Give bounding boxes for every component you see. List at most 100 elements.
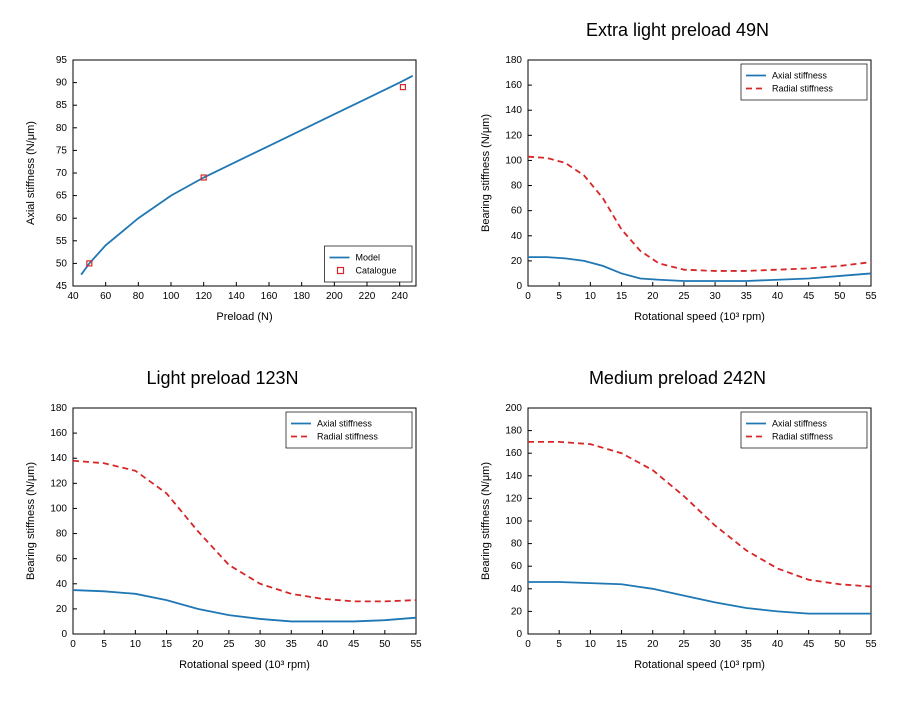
svg-text:Preload (N): Preload (N) [216, 311, 272, 323]
svg-text:70: 70 [55, 168, 67, 179]
chart-medium-preload: 0510152025303540455055020406080100120140… [473, 396, 883, 676]
svg-text:140: 140 [505, 471, 522, 482]
svg-text:60: 60 [55, 213, 67, 224]
panel-top-right: Extra light preload 49N 0510152025303540… [465, 20, 890, 328]
svg-text:60: 60 [100, 291, 112, 302]
svg-text:Rotational speed (10³ rpm): Rotational speed (10³ rpm) [634, 659, 765, 671]
chart-grid: 4060801001201401601802002202404550556065… [10, 20, 890, 676]
svg-text:35: 35 [740, 291, 752, 302]
svg-text:55: 55 [865, 639, 877, 650]
svg-text:20: 20 [55, 604, 67, 615]
svg-text:120: 120 [505, 493, 522, 504]
svg-text:20: 20 [192, 639, 204, 650]
svg-text:35: 35 [285, 639, 297, 650]
svg-text:180: 180 [50, 403, 67, 414]
svg-text:0: 0 [70, 639, 76, 650]
svg-text:160: 160 [505, 80, 522, 91]
chart-extra-light-preload: 0510152025303540455055020406080100120140… [473, 48, 883, 328]
svg-text:5: 5 [101, 639, 107, 650]
svg-text:15: 15 [615, 639, 627, 650]
svg-text:100: 100 [50, 503, 67, 514]
svg-text:80: 80 [510, 539, 522, 550]
svg-text:240: 240 [391, 291, 408, 302]
svg-text:140: 140 [505, 105, 522, 116]
panel-title-2: Extra light preload 49N [586, 20, 769, 42]
svg-text:160: 160 [260, 291, 277, 302]
svg-text:Radial stiffness: Radial stiffness [772, 84, 833, 94]
svg-text:160: 160 [505, 448, 522, 459]
chart-axial-vs-preload: 4060801001201401601802002202404550556065… [18, 48, 428, 328]
svg-text:10: 10 [584, 639, 596, 650]
panel-title-4: Medium preload 242N [589, 368, 766, 390]
svg-text:140: 140 [50, 453, 67, 464]
svg-text:90: 90 [55, 78, 67, 89]
svg-text:Bearing stiffness (N/μm): Bearing stiffness (N/μm) [480, 462, 492, 580]
svg-text:Radial stiffness: Radial stiffness [772, 432, 833, 442]
svg-text:35: 35 [740, 639, 752, 650]
svg-text:15: 15 [615, 291, 627, 302]
svg-text:180: 180 [293, 291, 310, 302]
svg-text:Catalogue: Catalogue [355, 266, 396, 276]
svg-text:50: 50 [55, 258, 67, 269]
svg-text:40: 40 [771, 639, 783, 650]
svg-text:20: 20 [510, 256, 522, 267]
svg-text:65: 65 [55, 191, 67, 202]
svg-text:45: 45 [55, 281, 67, 292]
svg-text:40: 40 [316, 639, 328, 650]
svg-text:180: 180 [505, 55, 522, 66]
svg-text:Axial stiffness: Axial stiffness [772, 71, 827, 81]
svg-text:Radial stiffness: Radial stiffness [317, 432, 378, 442]
svg-text:10: 10 [584, 291, 596, 302]
svg-text:100: 100 [505, 516, 522, 527]
svg-text:200: 200 [505, 403, 522, 414]
panel-bottom-right: Medium preload 242N 05101520253035404550… [465, 368, 890, 676]
svg-text:160: 160 [50, 428, 67, 439]
svg-text:0: 0 [516, 281, 522, 292]
svg-text:0: 0 [525, 291, 531, 302]
svg-text:200: 200 [325, 291, 342, 302]
svg-text:80: 80 [510, 181, 522, 192]
svg-text:50: 50 [379, 639, 391, 650]
svg-text:140: 140 [227, 291, 244, 302]
svg-text:5: 5 [556, 639, 562, 650]
svg-text:0: 0 [516, 629, 522, 640]
svg-text:Axial stiffness: Axial stiffness [772, 419, 827, 429]
svg-text:40: 40 [510, 584, 522, 595]
svg-text:40: 40 [67, 291, 79, 302]
svg-text:15: 15 [160, 639, 172, 650]
svg-text:45: 45 [348, 639, 360, 650]
svg-text:25: 25 [678, 291, 690, 302]
svg-text:60: 60 [510, 206, 522, 217]
panel-title-3: Light preload 123N [146, 368, 298, 390]
svg-text:55: 55 [410, 639, 422, 650]
svg-text:80: 80 [132, 291, 144, 302]
svg-text:55: 55 [865, 291, 877, 302]
svg-text:40: 40 [771, 291, 783, 302]
svg-text:25: 25 [223, 639, 235, 650]
svg-text:80: 80 [55, 123, 67, 134]
svg-text:Bearing stiffness (N/μm): Bearing stiffness (N/μm) [480, 114, 492, 232]
chart-light-preload: 0510152025303540455055020406080100120140… [18, 396, 428, 676]
svg-text:50: 50 [834, 291, 846, 302]
svg-text:0: 0 [61, 629, 67, 640]
svg-text:95: 95 [55, 55, 67, 66]
svg-text:120: 120 [195, 291, 212, 302]
svg-text:Axial stiffness (N/μm): Axial stiffness (N/μm) [25, 121, 37, 225]
svg-text:100: 100 [505, 155, 522, 166]
svg-text:45: 45 [803, 291, 815, 302]
svg-text:45: 45 [803, 639, 815, 650]
svg-text:20: 20 [647, 291, 659, 302]
svg-text:80: 80 [55, 529, 67, 540]
svg-text:20: 20 [647, 639, 659, 650]
svg-text:10: 10 [129, 639, 141, 650]
svg-text:Rotational speed (10³ rpm): Rotational speed (10³ rpm) [634, 311, 765, 323]
svg-text:220: 220 [358, 291, 375, 302]
svg-text:50: 50 [834, 639, 846, 650]
svg-text:20: 20 [510, 606, 522, 617]
svg-text:Rotational speed (10³ rpm): Rotational speed (10³ rpm) [179, 659, 310, 671]
svg-text:25: 25 [678, 639, 690, 650]
svg-text:120: 120 [50, 478, 67, 489]
svg-text:40: 40 [55, 579, 67, 590]
svg-text:60: 60 [55, 554, 67, 565]
svg-text:60: 60 [510, 561, 522, 572]
